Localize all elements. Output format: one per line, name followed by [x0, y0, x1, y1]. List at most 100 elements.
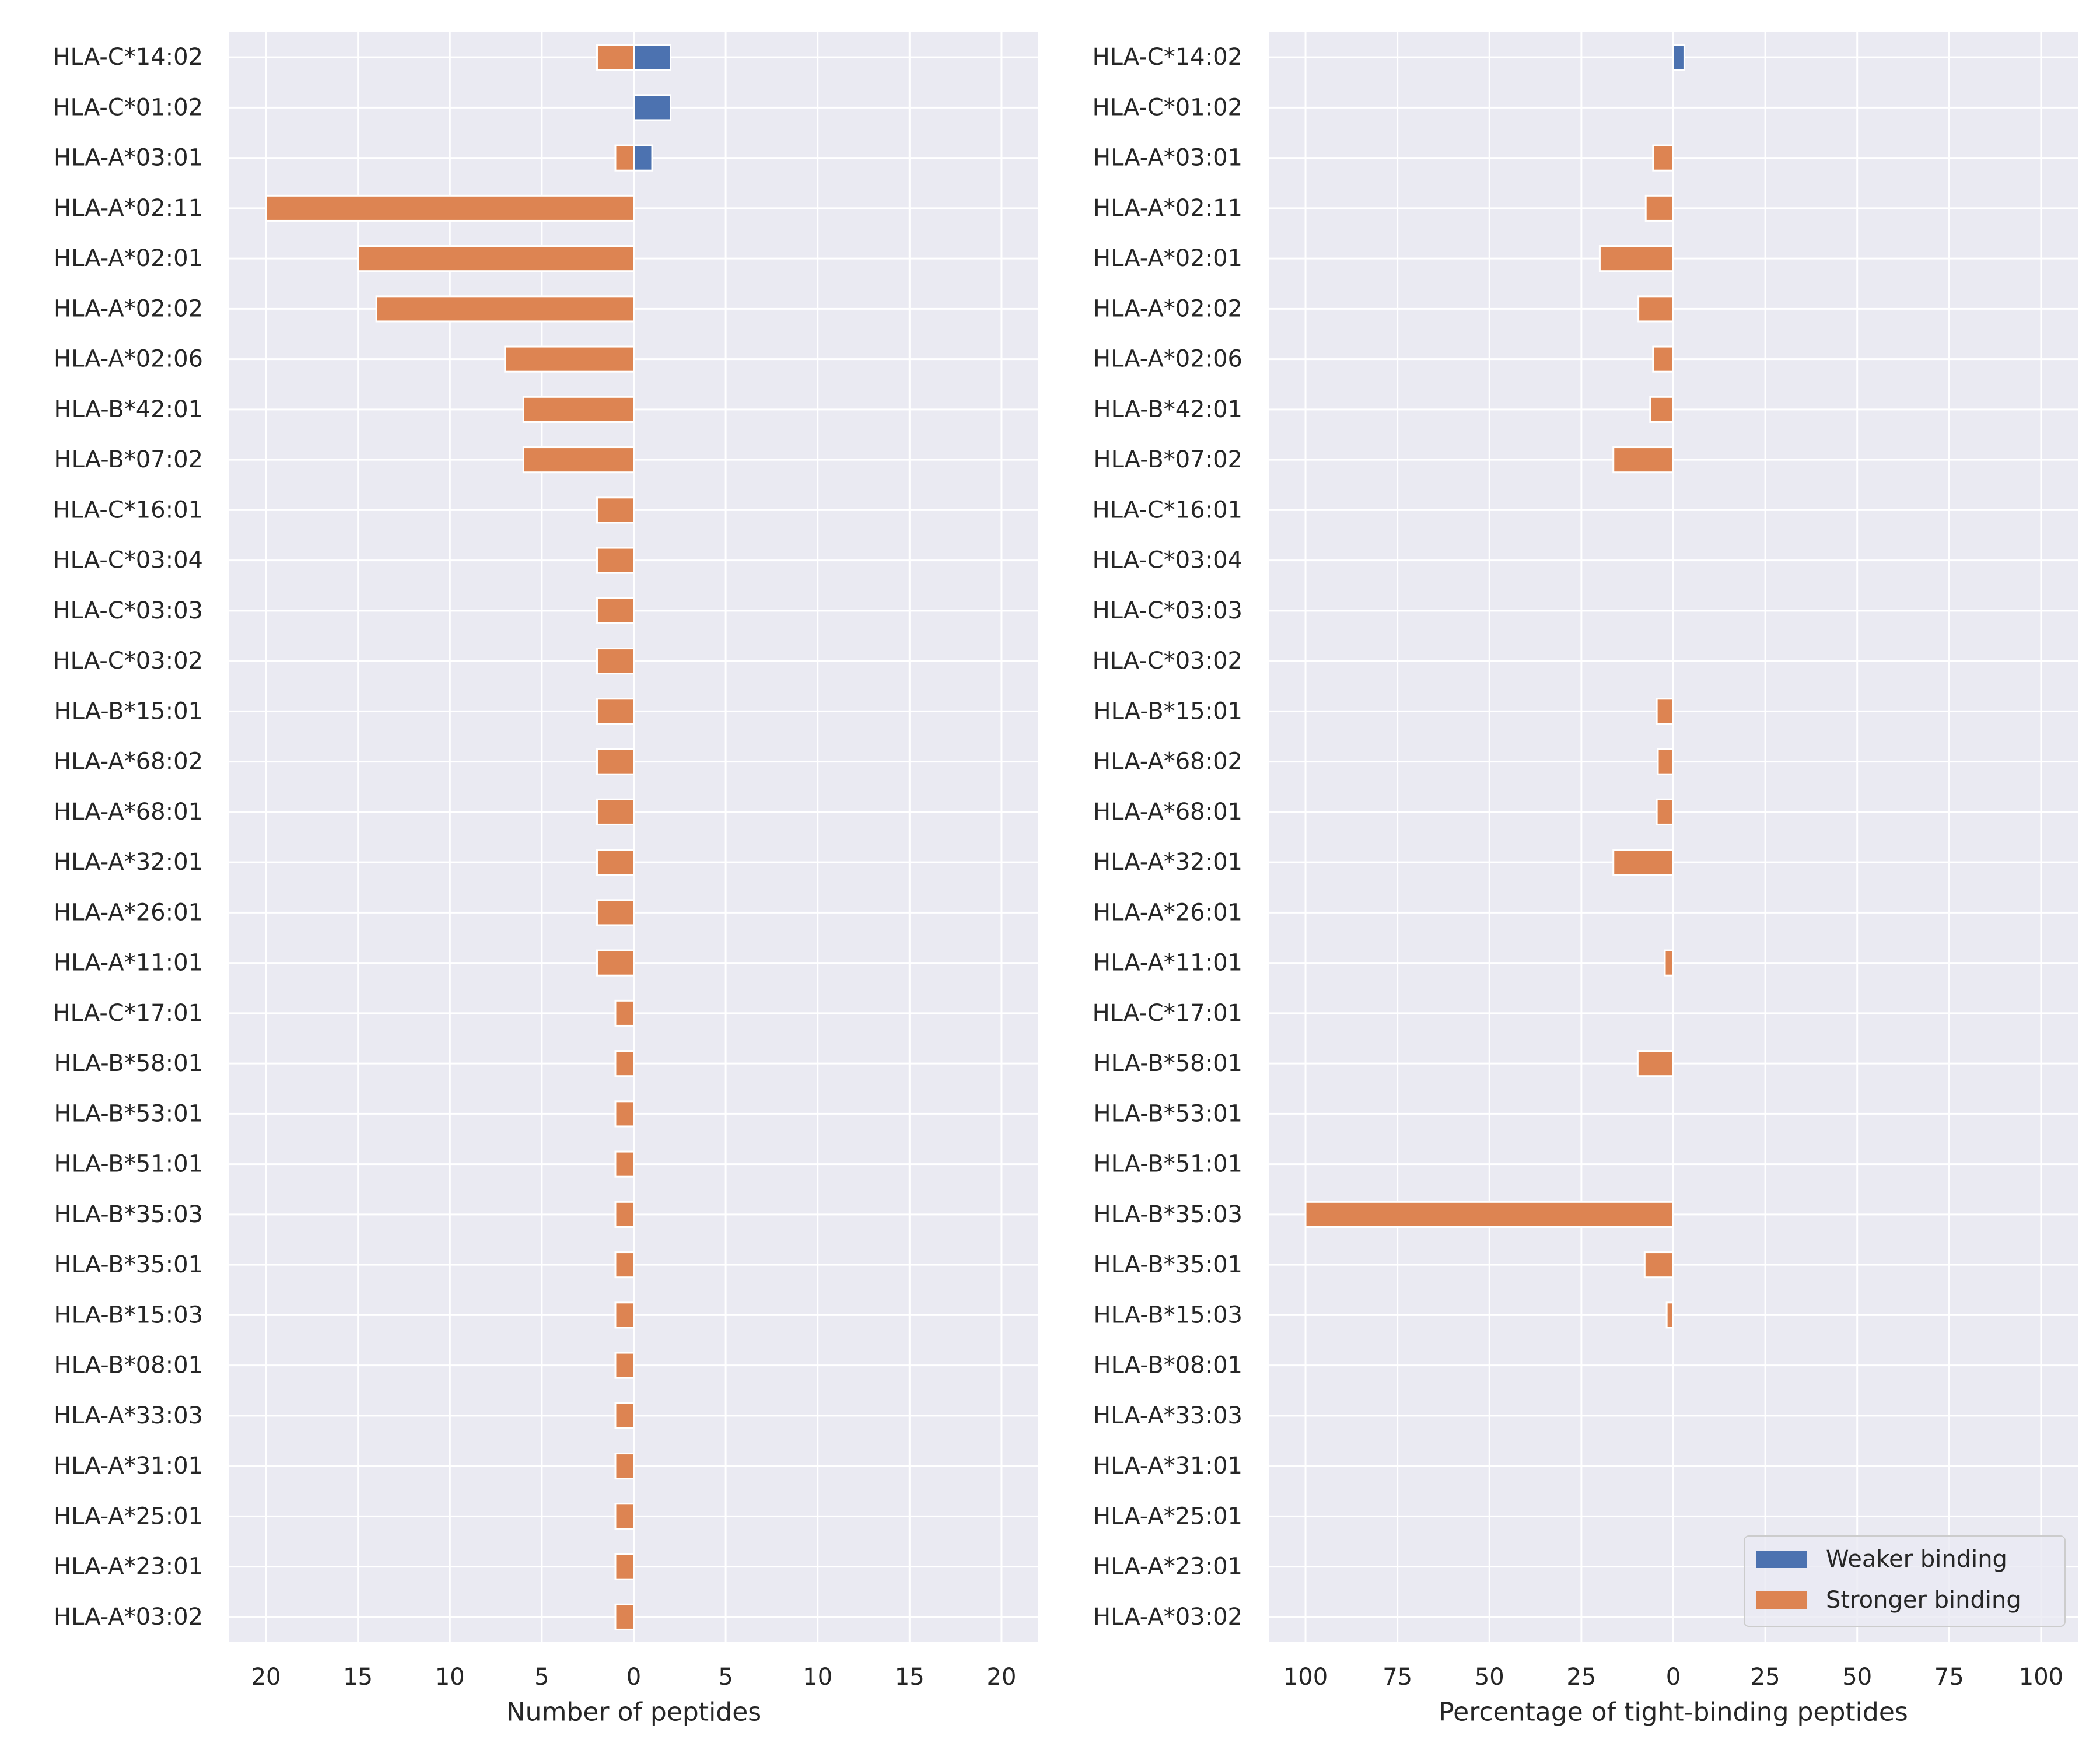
y-tick-label: HLA-A*11:01 [1093, 950, 1242, 977]
bar-stronger [614, 1603, 635, 1630]
bar-stronger [522, 446, 635, 474]
bar-stronger [614, 1402, 635, 1429]
x-tick-label: 75 [1382, 1664, 1412, 1691]
bar-stronger [596, 698, 635, 725]
bar-weaker [633, 44, 672, 71]
bar-stronger [614, 1201, 635, 1228]
bar-stronger [1665, 1301, 1675, 1329]
y-tick-label: HLA-B*42:01 [54, 396, 204, 423]
x-tick-label: 10 [435, 1664, 465, 1691]
y-tick-label: HLA-A*68:02 [54, 748, 203, 775]
y-tick-label: HLA-A*26:01 [1093, 899, 1242, 926]
y-tick-label: HLA-A*31:01 [1093, 1453, 1242, 1479]
y-tick-label: HLA-C*03:03 [1093, 597, 1242, 624]
bar-stronger [596, 798, 635, 825]
bar-stronger [265, 194, 635, 222]
y-tick-label: HLA-C*03:04 [53, 547, 203, 574]
panel-1: HLA-C*14:02 HLA-C*01:02 HLA-A*03:01 HLA-A*0… [53, 32, 1038, 1727]
y-tick-label: HLA-B*51:01 [1094, 1151, 1243, 1178]
y-tick-label: HLA-B*58:01 [1094, 1050, 1243, 1077]
bar-stronger [614, 1453, 635, 1480]
bar-stronger [1656, 798, 1675, 825]
y-tick-label: HLA-B*35:01 [1094, 1251, 1243, 1278]
y-tick-label: HLA-B*53:01 [1094, 1100, 1243, 1127]
y-tick-label: HLA-A*03:01 [54, 145, 203, 172]
bar-stronger [1612, 849, 1674, 876]
bar-stronger [596, 899, 635, 926]
legend: Weaker binding Stronger binding [1744, 1535, 2066, 1627]
x-axis-label: Percentage of tight-binding peptides [1438, 1698, 1908, 1727]
bar-stronger [1612, 446, 1674, 474]
y-tick-label: HLA-A*02:02 [54, 295, 203, 322]
y-tick-label: HLA-C*14:02 [53, 44, 203, 71]
bar-stronger [596, 597, 635, 624]
bar-stronger [596, 648, 635, 675]
y-tick-label: HLA-A*23:01 [54, 1553, 203, 1580]
y-tick-label: HLA-B*35:03 [1094, 1201, 1243, 1228]
x-tick-label: 0 [1666, 1664, 1681, 1691]
bar-stronger [375, 295, 635, 323]
y-tick-label: HLA-B*07:02 [54, 446, 204, 473]
bar-stronger [614, 1553, 635, 1580]
y-tick-label: HLA-A*02:06 [54, 346, 203, 373]
legend-box [1744, 1535, 2066, 1627]
y-tick-label: HLA-B*35:03 [54, 1201, 204, 1228]
y-tick-label: HLA-B*42:01 [1094, 396, 1243, 423]
bar-weaker [633, 144, 653, 172]
bar-stronger [357, 245, 635, 272]
x-tick-label: 25 [1566, 1664, 1596, 1691]
y-tick-label: HLA-A*03:02 [54, 1604, 203, 1630]
x-tick-label: 20 [251, 1664, 281, 1691]
bar-weaker [633, 94, 672, 121]
bar-stronger [1644, 194, 1674, 222]
bar-stronger [1656, 698, 1675, 725]
bar-stronger [596, 748, 635, 775]
panel-2: HLA-C*14:02 HLA-C*01:02 HLA-A*03:01 HLA-A*0… [1093, 32, 2078, 1727]
y-tick-label: HLA-B*15:01 [1094, 698, 1243, 725]
x-tick-label: 15 [895, 1664, 925, 1691]
y-tick-label: HLA-C*03:04 [1093, 547, 1242, 574]
y-tick-label: HLA-A*23:01 [1093, 1553, 1242, 1580]
bar-stronger [614, 1100, 635, 1128]
y-tick-label: HLA-C*17:01 [1093, 1000, 1242, 1027]
y-tick-label: HLA-C*03:02 [53, 648, 203, 674]
y-tick-label: HLA-A*68:01 [1093, 799, 1242, 825]
y-tick-label: HLA-A*68:01 [54, 799, 203, 825]
y-tick-label: HLA-A*68:02 [1093, 748, 1242, 775]
bar-stronger [1598, 245, 1675, 272]
x-tick-label: 75 [1934, 1664, 1964, 1691]
y-tick-label: HLA-A*32:01 [54, 849, 203, 876]
y-tick-label: HLA-A*02:01 [1093, 245, 1242, 272]
bar-stronger [614, 144, 635, 172]
x-axis-label: Number of peptides [506, 1698, 761, 1727]
x-tick-label: 50 [1842, 1664, 1872, 1691]
y-tick-label: HLA-A*02:06 [1093, 346, 1242, 373]
y-tick-label: HLA-A*02:01 [54, 245, 203, 272]
bar-stronger [614, 1050, 635, 1077]
y-tick-label: HLA-C*16:01 [53, 496, 203, 523]
legend-swatch [1756, 1551, 1807, 1568]
y-tick-label: HLA-A*25:01 [1093, 1503, 1242, 1530]
x-tick-label: 100 [2019, 1664, 2063, 1691]
y-tick-label: HLA-A*26:01 [54, 899, 203, 926]
bar-stronger [614, 1150, 635, 1178]
y-tick-label: HLA-B*08:01 [1094, 1352, 1243, 1379]
bar-stronger [1652, 144, 1674, 172]
bar-stronger [504, 345, 635, 373]
y-tick-label: HLA-B*35:01 [54, 1251, 204, 1278]
y-tick-label: HLA-C*01:02 [53, 94, 203, 121]
x-tick-label: 15 [343, 1664, 373, 1691]
y-tick-label: HLA-A*33:03 [54, 1402, 203, 1429]
y-tick-label: HLA-B*51:01 [54, 1151, 204, 1178]
bar-stronger [1649, 396, 1674, 423]
legend-label: Weaker binding [1826, 1546, 2007, 1573]
y-tick-label: HLA-B*07:02 [1094, 446, 1243, 473]
x-tick-label: 50 [1475, 1664, 1504, 1691]
y-tick-label: HLA-A*33:03 [1093, 1402, 1242, 1429]
y-tick-label: HLA-B*15:03 [1094, 1301, 1243, 1328]
y-tick-label: HLA-B*15:03 [54, 1301, 204, 1328]
y-tick-label: HLA-C*14:02 [1093, 44, 1242, 71]
y-tick-label: HLA-A*02:02 [1093, 295, 1242, 322]
x-tick-label: 10 [803, 1664, 832, 1691]
